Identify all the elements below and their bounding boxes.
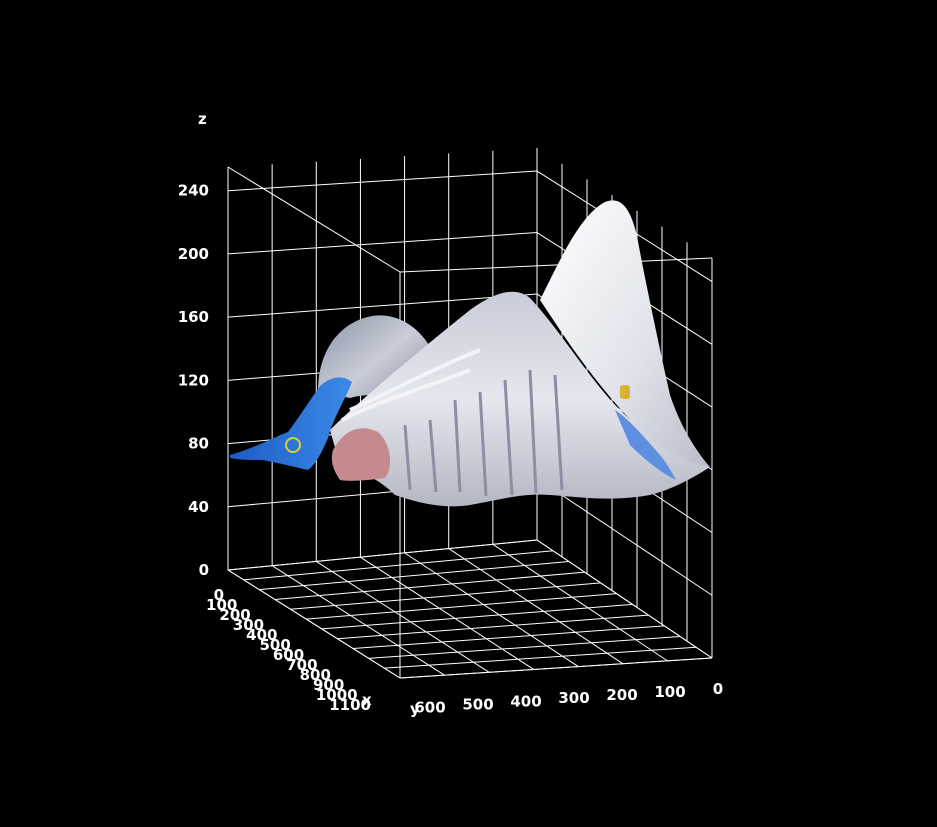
z-tick-label: 40 — [188, 498, 209, 516]
x-tick-label: 600 — [273, 646, 304, 664]
y-tick-label: 100 — [654, 683, 685, 701]
surface-peak — [540, 200, 710, 467]
surface-ridges — [403, 369, 564, 497]
x-tick-label: 900 — [313, 676, 344, 694]
grid-line-floor-y — [360, 556, 534, 670]
x-tick-label: 100 — [206, 596, 237, 614]
y-tick-label: 500 — [462, 695, 493, 713]
x-tick-label: 200 — [219, 606, 250, 624]
grid-line-top-front — [399, 257, 713, 273]
z-axis-ticks: 0 40 80 120 160 200 240 — [178, 182, 209, 579]
z-tick-label: 240 — [178, 182, 209, 200]
surface-blue-ribbon — [230, 377, 352, 470]
grid-line-floor-y — [404, 552, 579, 667]
y-tick-label: 300 — [558, 689, 589, 707]
z-tick-label: 160 — [178, 308, 209, 326]
grid-line-floor-y — [316, 561, 490, 673]
grid-line-floor-x — [399, 657, 713, 679]
grid-line-z-left — [227, 232, 538, 255]
x-tick-label: 500 — [260, 636, 291, 654]
surface-blue-edge — [615, 410, 676, 480]
y-tick-label: 0 — [713, 680, 723, 698]
y-axis-title: y — [410, 700, 420, 718]
grid-line-floor-x — [290, 582, 601, 610]
grid-line-z-left — [227, 293, 538, 318]
surface-yellow-spot — [620, 385, 630, 399]
grid-line-floor-x — [306, 593, 617, 620]
grid-line-floor-y — [492, 543, 668, 662]
surface — [230, 200, 710, 507]
grid-line-floor-x — [353, 625, 665, 650]
z-tick-label: 120 — [178, 371, 209, 389]
x-tick-label: 1000 — [316, 686, 358, 704]
grid-line-floor-x — [368, 636, 681, 659]
x-tick-label: 800 — [300, 666, 331, 684]
surface-yellow-ring — [285, 437, 301, 453]
grid-line-floor-y — [227, 569, 401, 679]
y-tick-label: 200 — [606, 686, 637, 704]
surface-highlight — [341, 348, 481, 422]
x-tick-label: 400 — [246, 626, 277, 644]
y-tick-label: 400 — [510, 692, 541, 710]
grid-line-floor-x — [274, 571, 585, 600]
z-tick-label: 80 — [188, 435, 209, 453]
x-tick-label: 1100 — [329, 696, 371, 714]
surface-body — [330, 291, 710, 507]
x-axis-title: x — [362, 691, 372, 709]
grid-line-floor-x — [227, 539, 538, 571]
grid-line-floor-x — [384, 646, 697, 669]
x-tick-label: 0 — [214, 586, 224, 604]
x-tick-label: 700 — [286, 656, 317, 674]
grid-line-top-left — [227, 166, 401, 273]
grid-line-floor-y — [536, 539, 713, 659]
surface-pink-patch — [331, 428, 391, 481]
grid-line-z-left — [227, 170, 538, 192]
y-tick-label: 600 — [414, 698, 445, 716]
y-axis-ticks: 0 100 200 300 400 500 600 — [414, 680, 723, 716]
x-tick-label: 300 — [233, 616, 264, 634]
grid-line-floor-y — [448, 548, 624, 665]
grid-line-floor-x — [337, 614, 649, 640]
grid-line-floor-y — [271, 565, 445, 676]
grid-line-floor-x — [259, 560, 569, 591]
grid-line-floor-x — [321, 603, 633, 630]
z-tick-label: 0 — [199, 561, 209, 579]
z-tick-label: 200 — [178, 245, 209, 263]
z-axis-title: z — [198, 110, 207, 128]
grid-line-floor-x — [243, 550, 553, 581]
grid-line-z-right — [536, 478, 713, 596]
